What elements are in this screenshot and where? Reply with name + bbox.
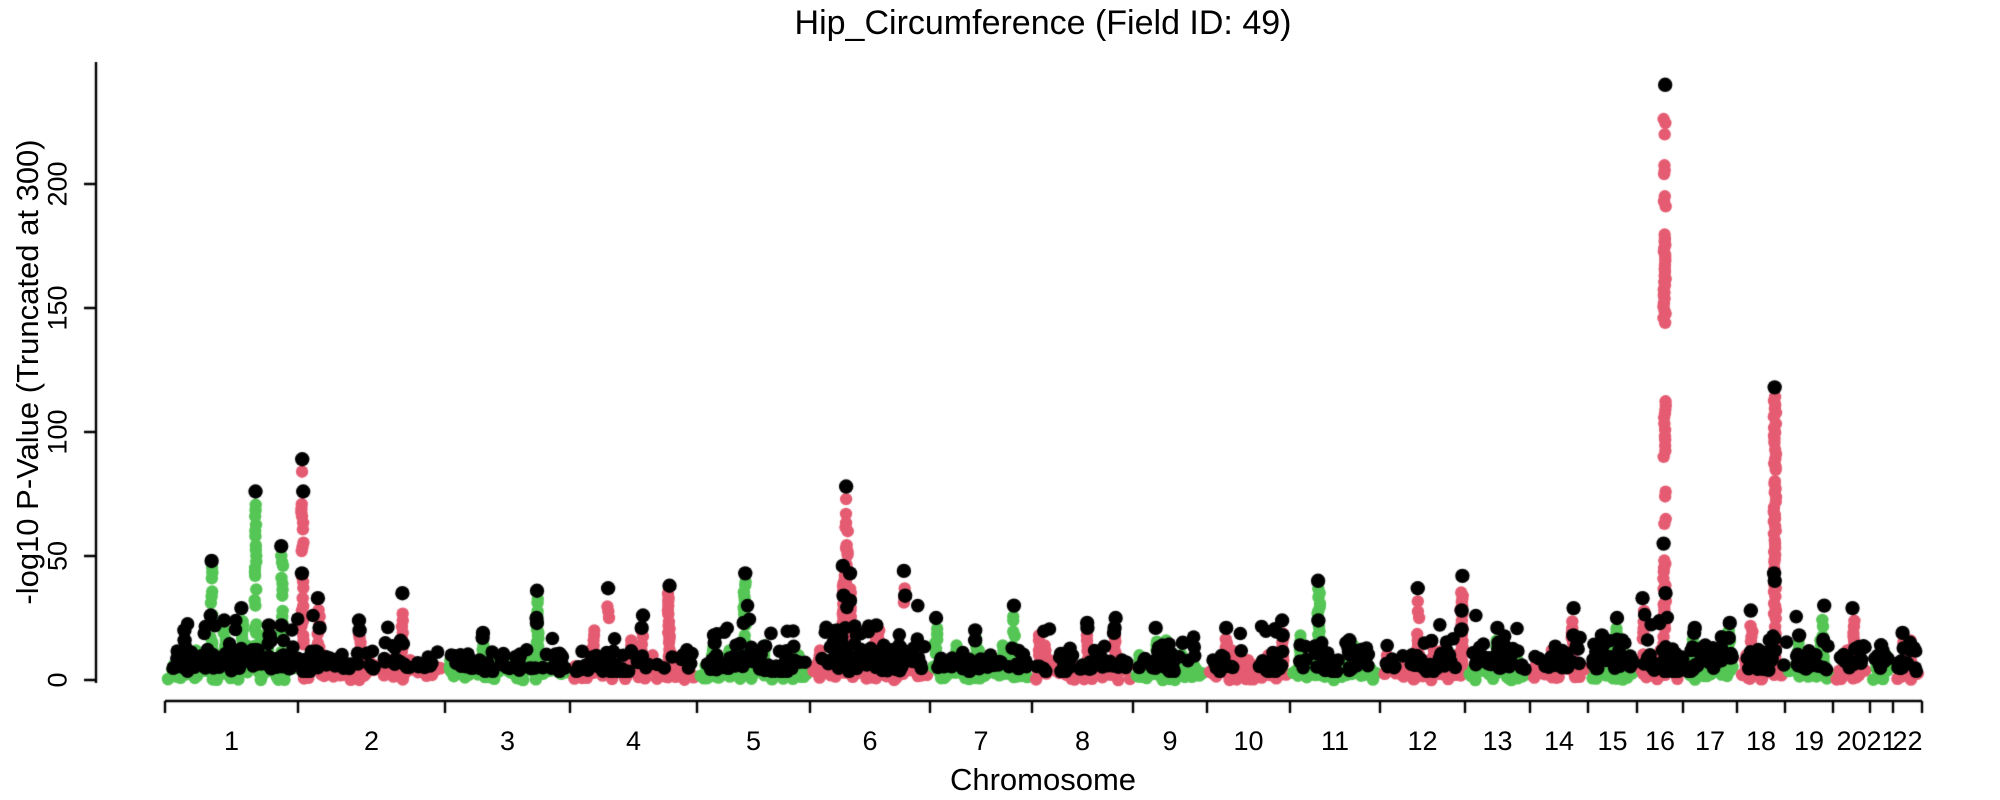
x-tick-label-chr4: 4 — [625, 726, 642, 756]
x-tick-label-chr21: 21 — [1866, 726, 1897, 756]
chart-title: Hip_Circumference (Field ID: 49) — [794, 4, 1292, 42]
x-tick-label-chr2: 2 — [363, 726, 380, 756]
x-tick-label-chr17: 17 — [1694, 726, 1726, 756]
y-axis-label: -log10 P-Value (Truncated at 300) — [10, 139, 45, 605]
y-tick-label-50: 50 — [42, 540, 73, 572]
x-tick-label-chr3: 3 — [499, 726, 516, 756]
x-tick-label-chr12: 12 — [1407, 726, 1438, 756]
y-tick-label-200: 200 — [42, 161, 73, 207]
y-tick-label-150: 150 — [42, 285, 73, 331]
x-tick-label-chr13: 13 — [1482, 726, 1513, 756]
x-tick-label-chr16: 16 — [1644, 726, 1676, 756]
x-axis-label: Chromosome — [949, 762, 1137, 797]
x-tick-label-chr10: 10 — [1233, 726, 1264, 756]
y-tick-label-0: 0 — [42, 672, 73, 688]
y-tick-label-100: 100 — [42, 409, 73, 455]
x-tick-label-chr22: 22 — [1892, 726, 1923, 756]
x-tick-label-chr9: 9 — [1162, 726, 1178, 756]
x-tick-label-chr18: 18 — [1745, 726, 1777, 756]
x-tick-label-chr11: 11 — [1320, 726, 1350, 756]
x-tick-label-chr1: 1 — [223, 726, 240, 756]
x-tick-label-chr7: 7 — [973, 726, 989, 756]
x-tick-label-chr14: 14 — [1543, 726, 1575, 756]
x-tick-label-chr5: 5 — [745, 726, 762, 756]
x-tick-label-chr20: 20 — [1836, 726, 1867, 756]
x-tick-label-chr19: 19 — [1793, 726, 1825, 756]
x-tick-label-chr6: 6 — [862, 726, 878, 756]
x-tick-label-chr15: 15 — [1597, 726, 1628, 756]
x-tick-label-chr8: 8 — [1074, 726, 1091, 756]
